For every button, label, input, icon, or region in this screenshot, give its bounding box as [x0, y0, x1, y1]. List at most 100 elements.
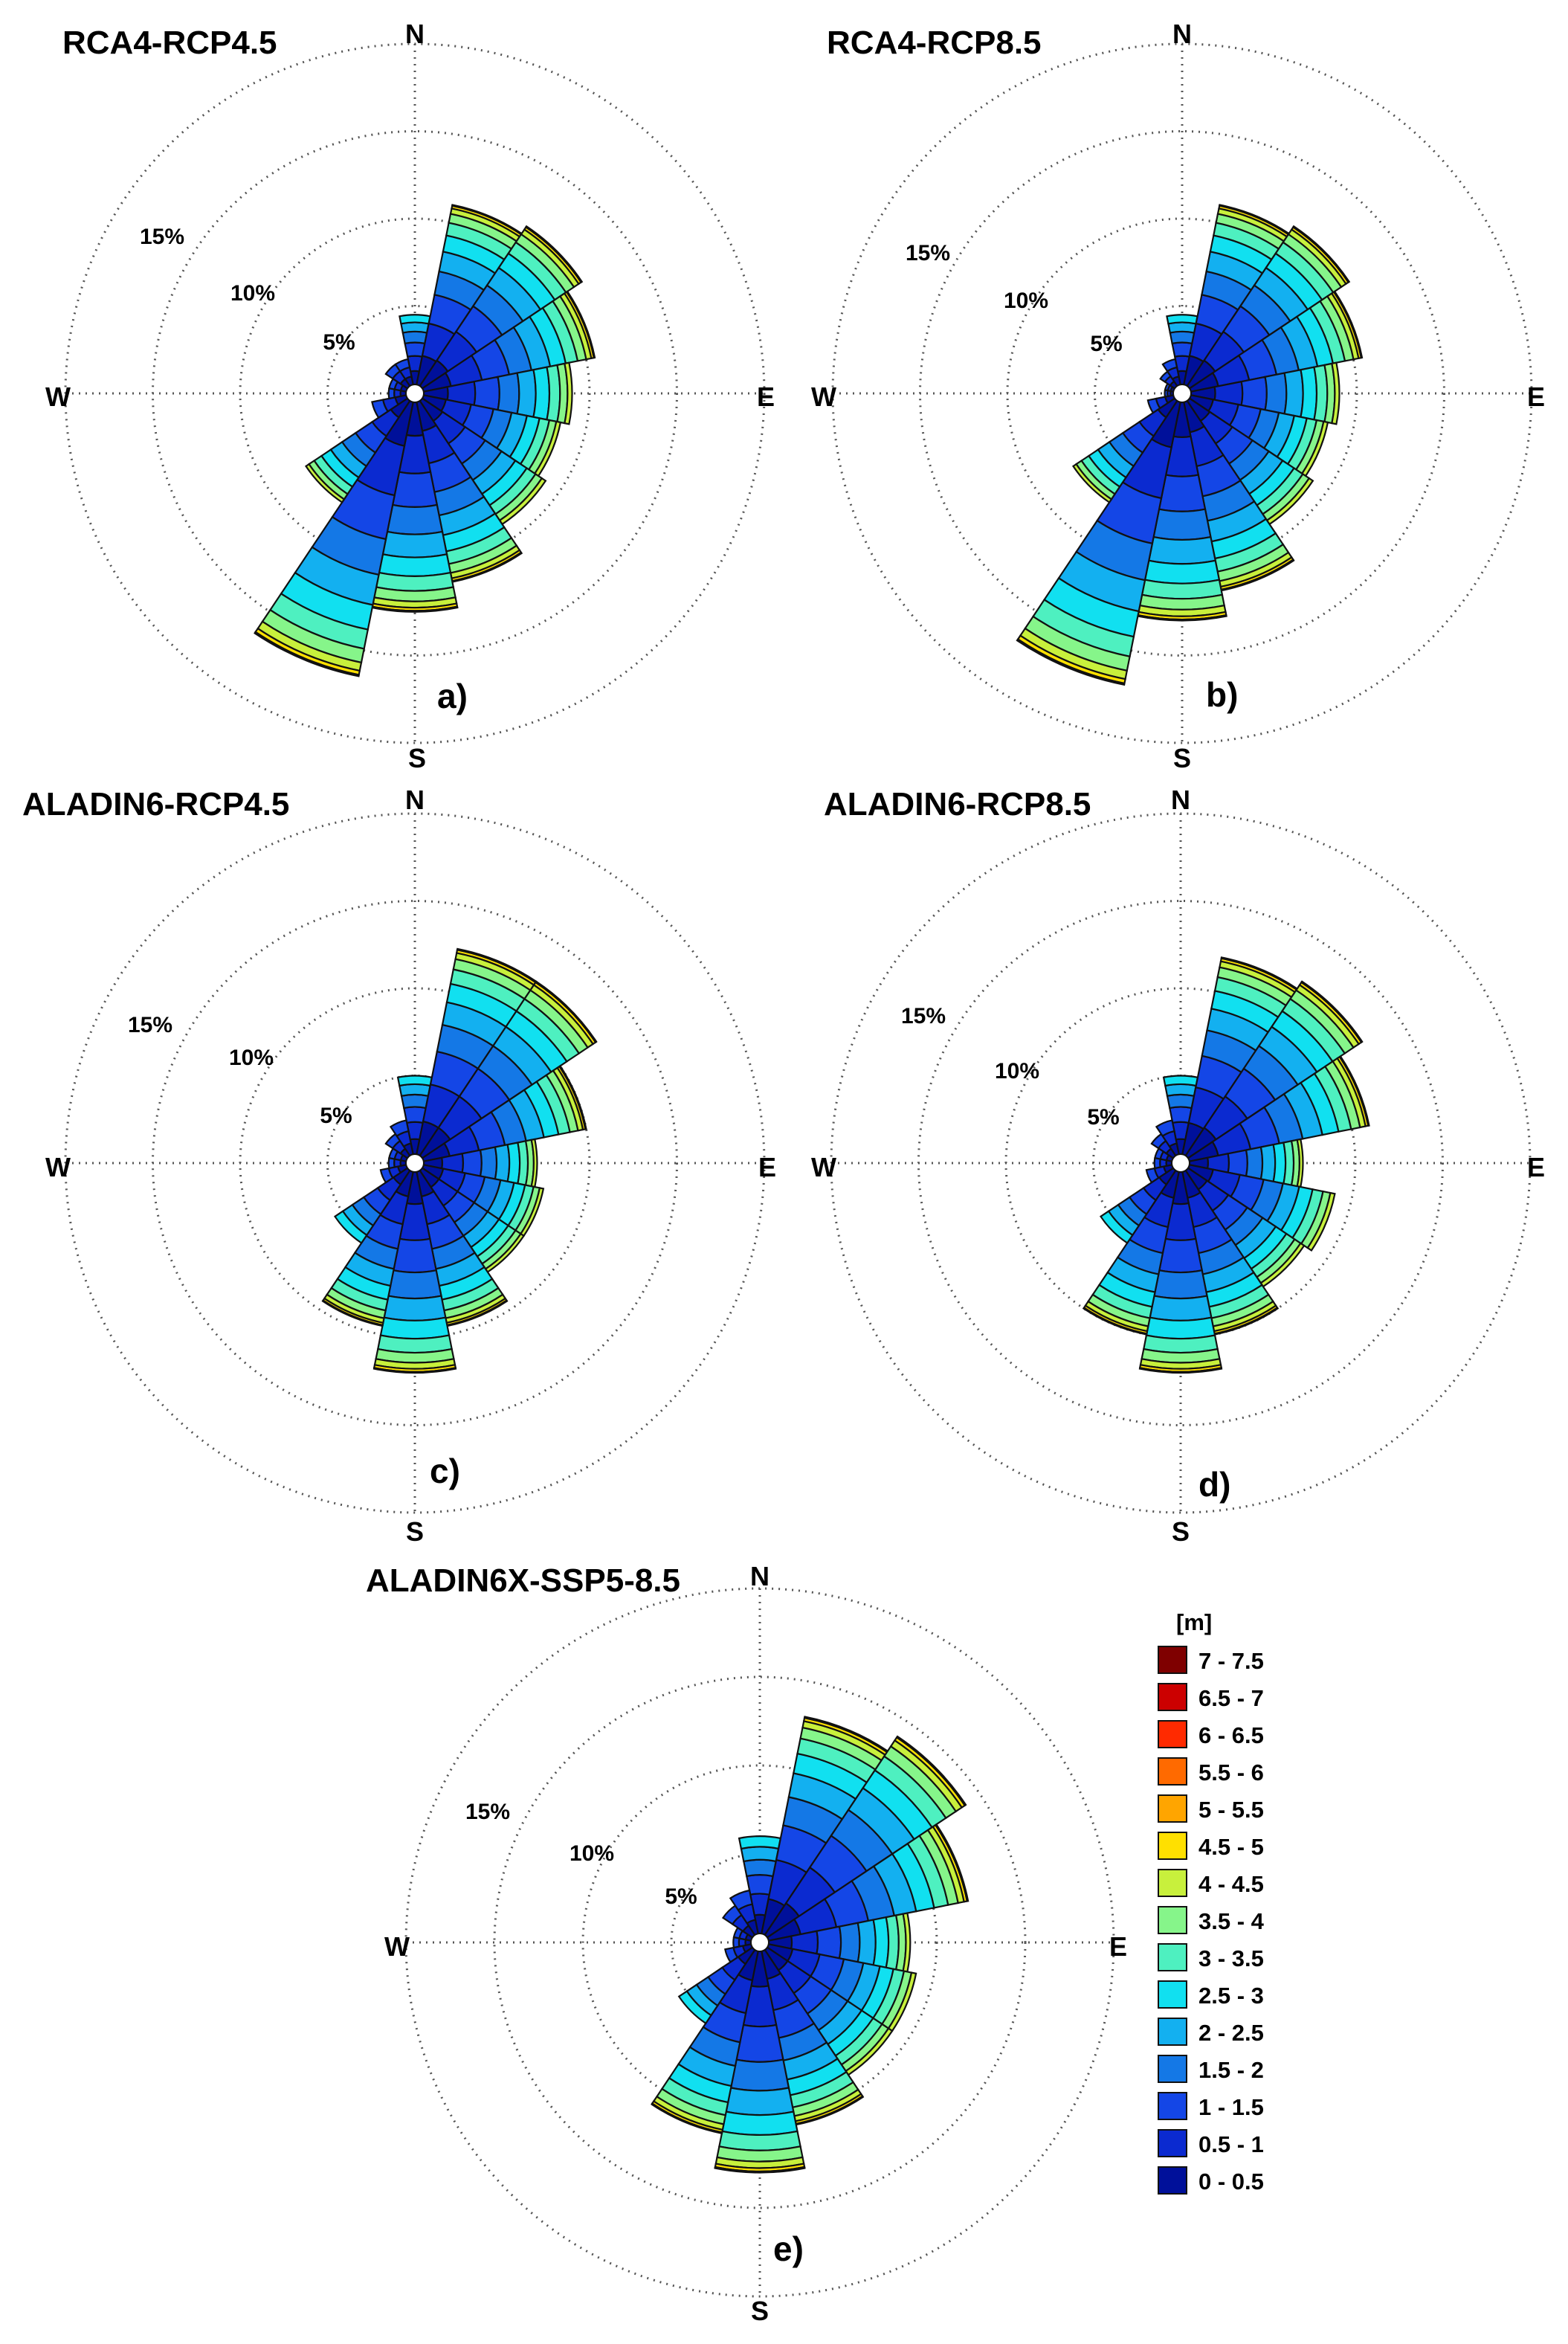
petal-segment: [1227, 1149, 1248, 1177]
petal-segment: [1143, 1334, 1219, 1354]
panel-title-b: RCA4-RCP8.5: [827, 25, 1042, 61]
petal-segment: [372, 1366, 457, 1374]
south-label-a: S: [408, 743, 426, 773]
south-label-b: S: [1173, 743, 1191, 773]
legend-label: 6 - 6.5: [1198, 1722, 1264, 1748]
wind-rose-panel-e: ALADIN6X-SSP5-8.5 N E S W 5% 10% 15% e): [366, 1561, 1127, 2326]
ring-label-15-a: 15%: [140, 225, 184, 249]
panel-label-c: c): [430, 1452, 460, 1490]
wind-rose-panel-a: RCA4-RCP4.5 N E S W 5% 10% 15% a): [45, 19, 775, 773]
petal-segment: [934, 1823, 969, 1902]
petal-segment: [379, 1316, 451, 1340]
petal-segment: [677, 1990, 712, 2025]
petal-segment: [725, 2087, 795, 2116]
panel-label-a: a): [437, 677, 468, 715]
legend-swatch: [1158, 1906, 1187, 1934]
ring-label-5-c: 5%: [320, 1104, 352, 1128]
ring-label-10-d: 10%: [995, 1059, 1039, 1084]
panel-title-d: ALADIN6-RCP8.5: [824, 786, 1091, 822]
petal-segment: [1169, 1106, 1193, 1124]
legend-label: 7 - 7.5: [1198, 1648, 1264, 1674]
panel-title-a: RCA4-RCP4.5: [62, 25, 277, 61]
petal-segment: [838, 1922, 861, 1963]
petal-segment: [1146, 397, 1161, 414]
petal-segment: [1166, 1093, 1196, 1110]
legend-label: 0 - 0.5: [1198, 2168, 1264, 2195]
legend: [m] 7 - 7.5 6.5 - 7 6 - 6.5 5.5 - 6 5 - 5.5 4…: [1158, 1609, 1265, 2195]
legend-swatch: [1158, 2129, 1187, 2157]
panel-label-e: e): [773, 2229, 804, 2268]
center-hole: [750, 1933, 770, 1952]
center-hole: [405, 384, 425, 403]
legend-swatch: [1158, 2018, 1187, 2046]
petal-segment: [872, 1916, 890, 1969]
petal-segment: [1164, 1083, 1197, 1097]
petal-segment: [401, 330, 428, 345]
ring-label-10-a: 10%: [230, 281, 275, 306]
petal-segment: [461, 1149, 483, 1177]
ring-label-15-b: 15%: [906, 241, 950, 265]
legend-label: 4.5 - 5: [1198, 1834, 1264, 1860]
legend-swatch: [1158, 1869, 1187, 1897]
petal-segment: [378, 553, 452, 577]
petal-segment: [473, 376, 500, 411]
panel-title-e: ALADIN6X-SSP5-8.5: [366, 1562, 680, 1599]
petal-segment: [714, 2166, 806, 2174]
petal-segment: [1149, 1295, 1213, 1321]
petal-segment: [400, 321, 430, 334]
panel-label-d: d): [1198, 1465, 1230, 1504]
ring-label-10-e: 10%: [570, 1841, 614, 1866]
ring-label-5-a: 5%: [323, 330, 355, 355]
wind-rose-panel-d: ALADIN6-RCP8.5 N E S W 5% 10% 15% d): [811, 785, 1545, 1547]
petal-segment: [1153, 1269, 1208, 1300]
east-label-e: E: [1109, 1931, 1127, 1962]
wind-rose-panel-b: RCA4-RCP8.5 N E S W 5% 10% 15% b): [811, 19, 1545, 773]
legend-swatch: [1158, 2055, 1187, 2083]
petal-segment: [304, 463, 346, 504]
petal-segment: [1138, 1366, 1223, 1374]
petal-segment: [564, 361, 573, 425]
center-hole: [405, 1153, 425, 1173]
petal-segment: [1161, 358, 1178, 373]
petal-segment: [321, 1299, 384, 1327]
petal-segment: [532, 366, 551, 421]
petal-segment: [371, 399, 390, 419]
petal-segment: [1169, 330, 1196, 345]
petal-segment: [506, 1142, 521, 1185]
petal-segment: [740, 1846, 780, 1863]
petal-segment: [1259, 1143, 1277, 1183]
west-label-d: W: [811, 1152, 836, 1182]
center-hole: [1171, 1153, 1190, 1173]
petal-segment: [399, 1083, 431, 1097]
petal-segment: [895, 1735, 967, 1807]
petal-segment: [1283, 369, 1304, 418]
ring-label-10-b: 10%: [1004, 289, 1048, 313]
ring-label-15-e: 15%: [465, 1800, 510, 1824]
north-label-a: N: [405, 19, 425, 49]
grid-ring: [1006, 217, 1358, 570]
legend-label: 1.5 - 2: [1198, 2057, 1264, 2083]
north-label-d: N: [1171, 785, 1190, 815]
legend-label: 0.5 - 1: [1198, 2131, 1264, 2157]
west-label-c: W: [45, 1152, 71, 1182]
petal-segment: [558, 1064, 587, 1130]
petal-segment: [1332, 290, 1364, 359]
ring-label-5-e: 5%: [665, 1884, 697, 1909]
petal-segment: [387, 1269, 442, 1300]
petal-segment: [394, 358, 411, 373]
legend-unit: [m]: [1176, 1609, 1212, 1635]
east-label-d: E: [1527, 1152, 1545, 1182]
petal-segment: [1264, 372, 1288, 415]
legend-label: 6.5 - 7: [1198, 1685, 1264, 1711]
petal-segment: [1272, 1142, 1287, 1185]
ring-label-10-c: 10%: [229, 1046, 274, 1070]
legend-swatch: [1158, 1943, 1187, 1971]
legend-swatch: [1158, 1646, 1187, 1674]
grid-ring: [152, 130, 678, 657]
panel-title-c: ALADIN6-RCP4.5: [22, 786, 289, 822]
petal-segment: [651, 2102, 723, 2135]
petal-segment: [1158, 474, 1207, 512]
grid-ring: [581, 1764, 938, 2121]
petal-segment: [1291, 225, 1351, 284]
